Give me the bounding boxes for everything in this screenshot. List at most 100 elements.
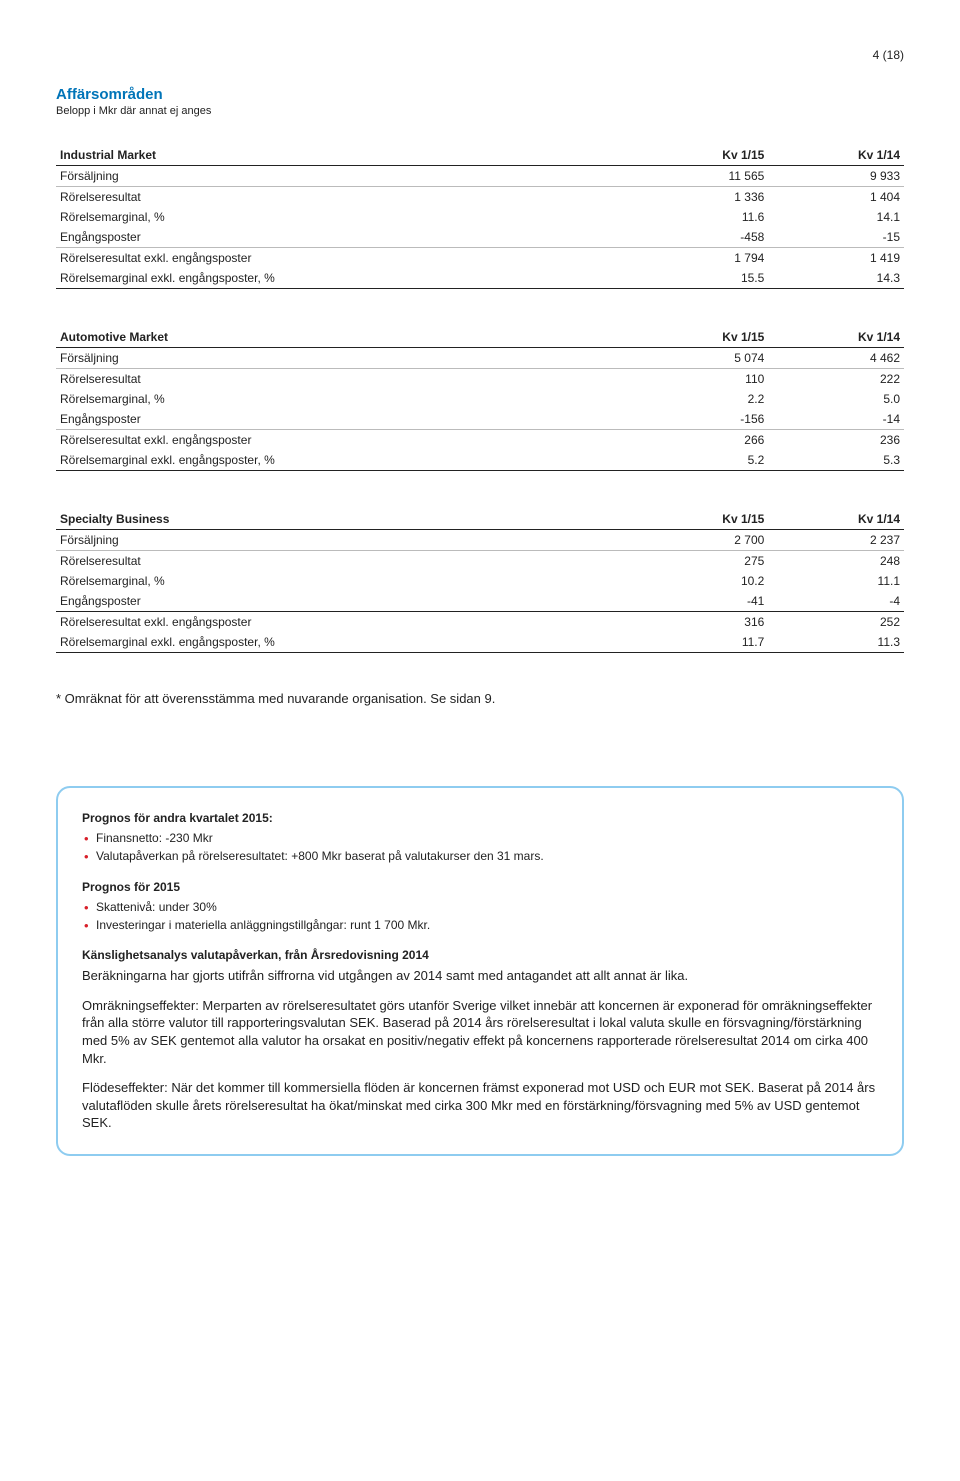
financial-table: Automotive MarketKv 1/15Kv 1/14Försäljni… [56, 327, 904, 471]
table-title: Automotive Market [56, 327, 633, 348]
cell-value: 14.3 [768, 268, 904, 289]
box-paragraph: Omräkningseffekter: Merparten av rörelse… [82, 997, 878, 1067]
row-label: Engångsposter [56, 409, 633, 430]
row-label: Rörelseresultat exkl. engångsposter [56, 248, 633, 269]
column-header: Kv 1/15 [633, 509, 769, 530]
row-label: Försäljning [56, 348, 633, 369]
row-label: Rörelsemarginal, % [56, 389, 633, 409]
table-row: Rörelsemarginal exkl. engångsposter, %11… [56, 632, 904, 653]
table-row: Rörelsemarginal exkl. engångsposter, %15… [56, 268, 904, 289]
table-title: Specialty Business [56, 509, 633, 530]
cell-value: 9 933 [768, 166, 904, 187]
box-heading: Känslighetsanalys valutapåverkan, från Å… [82, 947, 878, 963]
cell-value: 110 [633, 369, 769, 390]
cell-value: 11.3 [768, 632, 904, 653]
cell-value: -15 [768, 227, 904, 248]
list-item: Investeringar i materiella anläggningsti… [82, 917, 878, 933]
row-label: Försäljning [56, 530, 633, 551]
column-header: Kv 1/14 [768, 327, 904, 348]
row-label: Rörelsemarginal exkl. engångsposter, % [56, 450, 633, 471]
cell-value: 1 419 [768, 248, 904, 269]
cell-value: 236 [768, 430, 904, 451]
list-item: Finansnetto: -230 Mkr [82, 830, 878, 846]
row-label: Rörelsemarginal exkl. engångsposter, % [56, 268, 633, 289]
cell-value: -41 [633, 591, 769, 612]
column-header: Kv 1/15 [633, 327, 769, 348]
table-row: Rörelsemarginal, %10.211.1 [56, 571, 904, 591]
table-row: Rörelseresultat exkl. engångsposter31625… [56, 612, 904, 633]
row-label: Rörelseresultat [56, 187, 633, 208]
row-label: Rörelseresultat exkl. engångsposter [56, 430, 633, 451]
cell-value: 11.7 [633, 632, 769, 653]
financial-table: Industrial MarketKv 1/15Kv 1/14Försäljni… [56, 145, 904, 289]
cell-value: 11.1 [768, 571, 904, 591]
cell-value: 10.2 [633, 571, 769, 591]
table-row: Rörelsemarginal exkl. engångsposter, %5.… [56, 450, 904, 471]
cell-value: 1 794 [633, 248, 769, 269]
cell-value: -14 [768, 409, 904, 430]
cell-value: 5 074 [633, 348, 769, 369]
box-list: Skattenivå: under 30% Investeringar i mat… [82, 899, 878, 933]
cell-value: 266 [633, 430, 769, 451]
cell-value: 2.2 [633, 389, 769, 409]
cell-value: 5.3 [768, 450, 904, 471]
box-paragraph: Beräkningarna har gjorts utifrån siffror… [82, 967, 878, 985]
cell-value: 14.1 [768, 207, 904, 227]
table-row: Rörelsemarginal, %11.614.1 [56, 207, 904, 227]
row-label: Försäljning [56, 166, 633, 187]
table-title: Industrial Market [56, 145, 633, 166]
table-row: Rörelseresultat exkl. engångsposter26623… [56, 430, 904, 451]
table-row: Försäljning5 0744 462 [56, 348, 904, 369]
table-row: Rörelseresultat110222 [56, 369, 904, 390]
list-item: Valutapåverkan på rörelseresultatet: +80… [82, 848, 878, 864]
cell-value: -156 [633, 409, 769, 430]
cell-value: 11 565 [633, 166, 769, 187]
section-title: Affärsområden [56, 86, 904, 103]
box-heading: Prognos för andra kvartalet 2015: [82, 810, 878, 826]
cell-value: 248 [768, 551, 904, 572]
cell-value: 5.2 [633, 450, 769, 471]
page-number: 4 (18) [56, 48, 904, 62]
table-row: Rörelseresultat1 3361 404 [56, 187, 904, 208]
cell-value: 5.0 [768, 389, 904, 409]
row-label: Rörelsemarginal exkl. engångsposter, % [56, 632, 633, 653]
cell-value: 275 [633, 551, 769, 572]
table-row: Försäljning2 7002 237 [56, 530, 904, 551]
box-heading: Prognos för 2015 [82, 879, 878, 895]
cell-value: 2 700 [633, 530, 769, 551]
column-header: Kv 1/14 [768, 145, 904, 166]
table-row: Engångsposter-458-15 [56, 227, 904, 248]
cell-value: 1 336 [633, 187, 769, 208]
row-label: Rörelsemarginal, % [56, 571, 633, 591]
cell-value: 4 462 [768, 348, 904, 369]
row-label: Rörelseresultat [56, 369, 633, 390]
row-label: Rörelsemarginal, % [56, 207, 633, 227]
table-row: Engångsposter-156-14 [56, 409, 904, 430]
box-list: Finansnetto: -230 Mkr Valutapåverkan på r… [82, 830, 878, 864]
cell-value: 222 [768, 369, 904, 390]
cell-value: 1 404 [768, 187, 904, 208]
table-row: Rörelseresultat exkl. engångsposter1 794… [56, 248, 904, 269]
section-subtitle: Belopp i Mkr där annat ej anges [56, 105, 904, 117]
cell-value: -458 [633, 227, 769, 248]
financial-table: Specialty BusinessKv 1/15Kv 1/14Försäljn… [56, 509, 904, 653]
guidance-box: Prognos för andra kvartalet 2015: Finans… [56, 786, 904, 1156]
table-row: Rörelsemarginal, %2.25.0 [56, 389, 904, 409]
row-label: Rörelseresultat exkl. engångsposter [56, 612, 633, 633]
box-paragraph: Flödeseffekter: När det kommer till komm… [82, 1079, 878, 1132]
row-label: Engångsposter [56, 591, 633, 612]
cell-value: -4 [768, 591, 904, 612]
row-label: Engångsposter [56, 227, 633, 248]
column-header: Kv 1/14 [768, 509, 904, 530]
row-label: Rörelseresultat [56, 551, 633, 572]
cell-value: 2 237 [768, 530, 904, 551]
footnote: * Omräknat för att överensstämma med nuv… [56, 691, 904, 706]
cell-value: 15.5 [633, 268, 769, 289]
cell-value: 11.6 [633, 207, 769, 227]
table-row: Försäljning11 5659 933 [56, 166, 904, 187]
cell-value: 252 [768, 612, 904, 633]
table-row: Engångsposter-41-4 [56, 591, 904, 612]
cell-value: 316 [633, 612, 769, 633]
list-item: Skattenivå: under 30% [82, 899, 878, 915]
column-header: Kv 1/15 [633, 145, 769, 166]
